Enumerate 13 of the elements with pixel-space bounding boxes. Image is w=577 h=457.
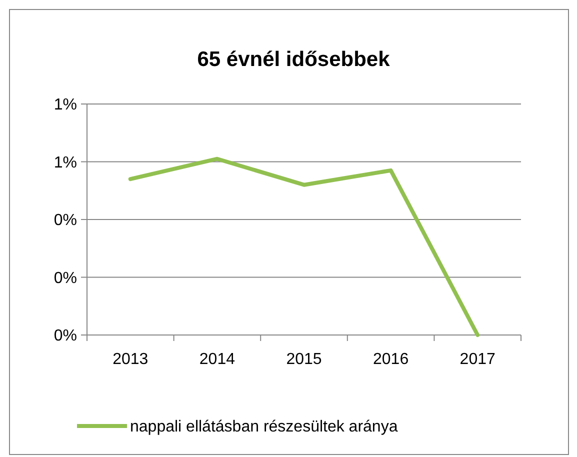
x-tick-label: 2013 [112, 351, 148, 368]
chart-title: 65 évnél idősebbek [197, 48, 390, 71]
x-tick-label: 2017 [460, 351, 496, 368]
y-tick-label: 0% [54, 212, 77, 230]
x-tick-label: 2014 [199, 351, 236, 368]
line-series [128, 156, 480, 337]
y-tick-label: 1% [54, 96, 77, 114]
y-tick-label: 0% [54, 270, 77, 287]
legend-label: nappali ellátásban részesültek aránya [130, 418, 398, 436]
x-tick-label: 2016 [373, 351, 409, 368]
y-tick-label: 0% [54, 328, 77, 345]
x-tick-label: 2015 [286, 351, 322, 368]
y-tick-label: 1% [54, 154, 77, 172]
